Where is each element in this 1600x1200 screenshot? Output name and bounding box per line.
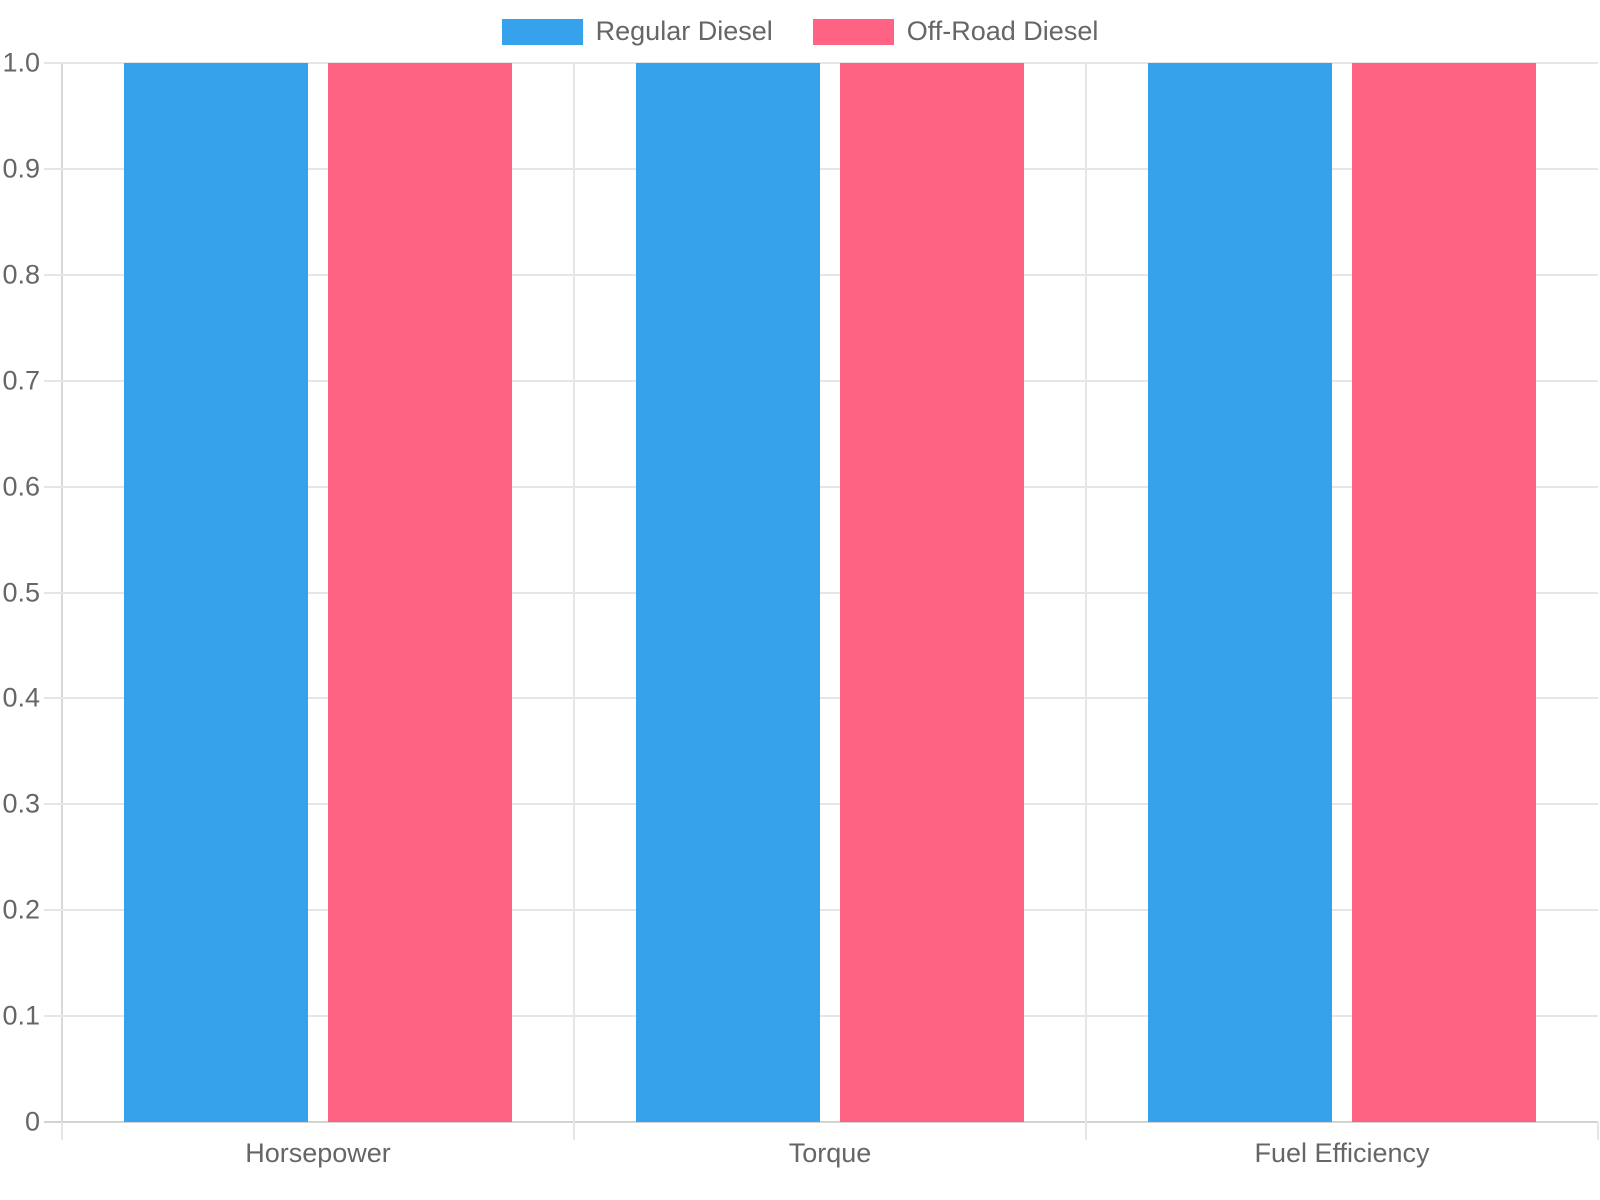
gridline-horizontal bbox=[44, 167, 1598, 170]
gridline-vertical bbox=[1085, 63, 1087, 1140]
bar[interactable] bbox=[1148, 63, 1332, 1122]
gridline-horizontal bbox=[44, 485, 1598, 488]
x-axis-line bbox=[44, 1121, 1598, 1123]
y-tick-label: 0.2 bbox=[2, 894, 40, 925]
y-axis-line bbox=[61, 63, 63, 1140]
legend-swatch-icon bbox=[501, 18, 583, 45]
x-axis-tick bbox=[573, 1122, 575, 1140]
category-group bbox=[1086, 63, 1598, 1122]
y-tick-label: 0.6 bbox=[2, 471, 40, 502]
y-tick-label: 0.3 bbox=[2, 788, 40, 819]
gridline-vertical bbox=[573, 63, 575, 1140]
gridline-horizontal bbox=[44, 62, 1598, 64]
x-category-label: Horsepower bbox=[245, 1138, 391, 1168]
y-tick-label: 0.9 bbox=[2, 153, 40, 184]
y-tick-label: 0.7 bbox=[2, 365, 40, 396]
bar[interactable] bbox=[328, 63, 512, 1122]
legend-label: Off-Road Diesel bbox=[906, 16, 1099, 46]
y-tick-label: 0 bbox=[24, 1106, 40, 1137]
bar[interactable] bbox=[1352, 63, 1536, 1122]
bar[interactable] bbox=[124, 63, 308, 1122]
y-tick-label: 1.0 bbox=[2, 47, 40, 78]
legend-label: Regular Diesel bbox=[595, 16, 773, 46]
legend-swatch-icon bbox=[812, 18, 894, 45]
x-category-label: Torque bbox=[788, 1138, 872, 1168]
y-tick-label: 0.4 bbox=[2, 682, 40, 713]
y-tick-label: 0.5 bbox=[2, 577, 40, 607]
gridline-horizontal bbox=[44, 379, 1598, 382]
bar[interactable] bbox=[636, 63, 820, 1122]
x-axis-tick bbox=[1597, 1122, 1599, 1140]
gridline-horizontal bbox=[44, 273, 1598, 276]
gridline-horizontal bbox=[44, 591, 1598, 594]
x-category-label: Fuel Efficiency bbox=[1254, 1138, 1430, 1168]
bar[interactable] bbox=[840, 63, 1024, 1122]
gridline-horizontal bbox=[44, 1015, 1598, 1018]
x-axis-category-labels: Horsepower Torque Fuel Efficiency bbox=[62, 1138, 1598, 1169]
x-axis-tick bbox=[1085, 1122, 1087, 1140]
y-tick-label: 0.8 bbox=[2, 259, 40, 290]
gridline-horizontal bbox=[44, 803, 1598, 806]
legend: Regular Diesel Off-Road Diesel bbox=[0, 16, 1600, 47]
y-tick-label: 0.1 bbox=[2, 1000, 40, 1031]
legend-item[interactable]: Regular Diesel bbox=[501, 16, 773, 47]
x-axis-tick bbox=[61, 1122, 63, 1140]
legend-item[interactable]: Off-Road Diesel bbox=[812, 16, 1099, 47]
gridline-horizontal bbox=[44, 697, 1598, 700]
y-axis-tick-labels: 1.0 0.9 0.8 0.7 0.6 0.5 0.4 0.3 0.2 0.1 0 bbox=[0, 48, 40, 1137]
category-group bbox=[574, 63, 1086, 1122]
category-group bbox=[62, 63, 574, 1122]
plot-area bbox=[44, 62, 1599, 1140]
gridline-horizontal bbox=[44, 909, 1598, 912]
